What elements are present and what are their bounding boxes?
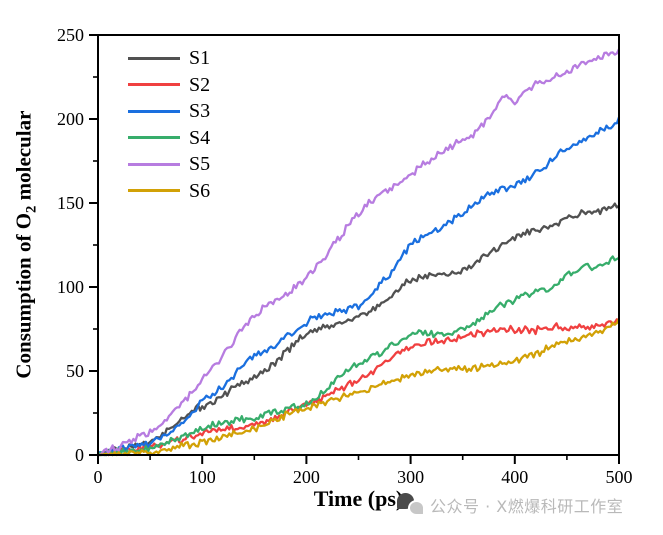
legend-item-s1: S1 <box>128 45 210 72</box>
legend-line-s6-icon <box>128 189 180 193</box>
series-line-s1 <box>98 202 620 457</box>
x-axis-title: Time (ps) <box>313 486 404 511</box>
legend-item-s2: S2 <box>128 72 210 99</box>
watermark: 公众号 · X燃爆科研工作室 <box>397 493 623 517</box>
x-tick-label: 300 <box>397 467 424 487</box>
y-axis-title: Consumption of O2 molecular <box>11 111 40 379</box>
watermark-text: 公众号 · X燃爆科研工作室 <box>430 497 624 516</box>
legend-item-s5: S5 <box>128 151 210 178</box>
legend-item-s6: S6 <box>128 178 210 205</box>
y-axis-title-text: Consumption of O <box>11 213 36 380</box>
series-line-s2 <box>97 318 620 457</box>
series-line-s6 <box>98 318 621 457</box>
legend-label-s3: S3 <box>189 100 211 123</box>
legend-label-s2: S2 <box>189 73 211 96</box>
chat-bubble-light-icon <box>408 500 425 516</box>
x-tick-label: 400 <box>501 467 528 487</box>
legend-label-s1: S1 <box>189 47 211 70</box>
legend-item-s4: S4 <box>128 125 210 152</box>
legend-line-s4-icon <box>128 136 180 140</box>
wechat-official-account-icon <box>397 493 425 517</box>
y-axis-title-subscript: 2 <box>23 206 40 214</box>
legend-label-s6: S6 <box>189 179 211 202</box>
legend-label-s5: S5 <box>189 153 211 176</box>
x-tick-label: 0 <box>94 467 103 487</box>
x-tick-label: 500 <box>606 467 633 487</box>
series-line-s4 <box>97 255 620 457</box>
legend-line-s1-icon <box>128 56 180 60</box>
series-line-s5 <box>98 48 621 457</box>
y-axis-title-text-suffix: molecular <box>11 110 36 207</box>
legend-line-s2-icon <box>128 83 180 87</box>
x-tick-label: 100 <box>189 467 216 487</box>
legend-line-s5-icon <box>128 162 180 166</box>
legend: S1 S2 S3 S4 S5 S6 <box>128 45 210 204</box>
y-tick-label: 100 <box>57 277 84 297</box>
legend-line-s3-icon <box>128 109 180 113</box>
y-tick-label: 0 <box>75 445 84 465</box>
y-tick-label: 50 <box>66 361 84 381</box>
x-tick-label: 200 <box>293 467 320 487</box>
legend-label-s4: S4 <box>189 126 211 149</box>
legend-item-s3: S3 <box>128 98 210 125</box>
y-tick-label: 200 <box>57 109 84 129</box>
y-tick-label: 150 <box>57 193 84 213</box>
series-line-s3 <box>97 116 621 457</box>
y-axis-title-wrap: Consumption of O2 molecular <box>4 35 48 455</box>
y-tick-label: 250 <box>57 25 84 45</box>
